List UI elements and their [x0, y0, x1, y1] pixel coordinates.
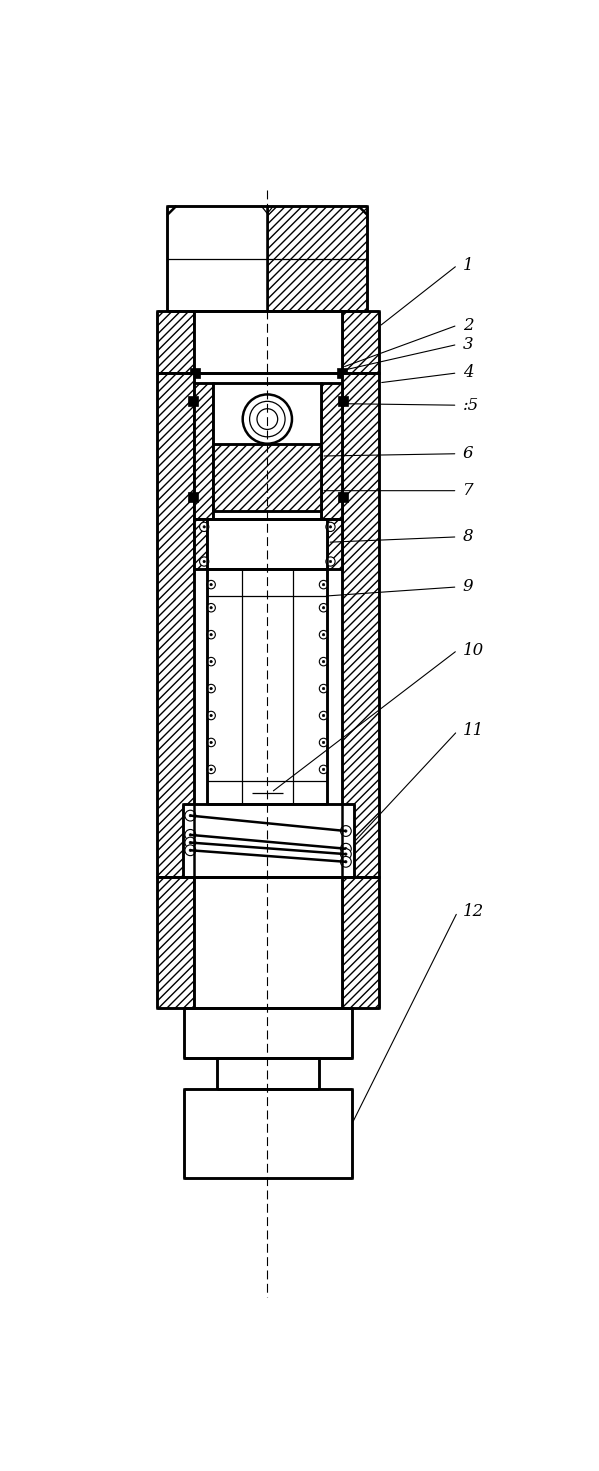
Bar — [184, 1008, 352, 1058]
Circle shape — [185, 837, 196, 847]
Bar — [157, 372, 194, 877]
Bar — [194, 382, 213, 519]
Bar — [167, 206, 267, 312]
Circle shape — [322, 660, 325, 663]
Circle shape — [185, 830, 196, 840]
Bar — [213, 382, 321, 519]
Text: 6: 6 — [463, 446, 474, 462]
Circle shape — [340, 849, 351, 859]
Circle shape — [189, 834, 192, 836]
Circle shape — [344, 861, 347, 863]
Circle shape — [340, 825, 351, 837]
Circle shape — [199, 522, 209, 531]
Bar — [213, 444, 321, 512]
Circle shape — [210, 741, 212, 744]
Circle shape — [185, 811, 196, 821]
Circle shape — [319, 738, 328, 747]
Circle shape — [210, 584, 212, 585]
Text: 11: 11 — [463, 722, 484, 740]
Bar — [337, 368, 347, 378]
Text: 9: 9 — [463, 578, 474, 596]
Circle shape — [207, 765, 216, 774]
Circle shape — [207, 603, 216, 612]
Circle shape — [207, 631, 216, 638]
Circle shape — [329, 525, 332, 528]
Bar — [188, 396, 198, 406]
Circle shape — [210, 606, 212, 609]
Circle shape — [340, 856, 351, 868]
Circle shape — [319, 603, 328, 612]
Circle shape — [207, 684, 216, 693]
Circle shape — [207, 712, 216, 719]
Circle shape — [210, 660, 212, 663]
Bar — [338, 396, 348, 406]
Circle shape — [326, 558, 335, 566]
Circle shape — [189, 841, 192, 844]
Circle shape — [329, 560, 332, 563]
Bar — [328, 519, 342, 569]
Circle shape — [319, 658, 328, 666]
Bar — [217, 1058, 319, 1089]
Text: 1: 1 — [463, 256, 474, 274]
Circle shape — [319, 631, 328, 638]
Circle shape — [344, 847, 347, 850]
Circle shape — [322, 715, 325, 716]
Bar — [207, 569, 328, 805]
Circle shape — [322, 741, 325, 744]
Text: 4: 4 — [463, 365, 474, 381]
Bar — [194, 519, 207, 569]
Bar — [183, 805, 353, 877]
Circle shape — [344, 830, 347, 833]
Circle shape — [326, 522, 335, 531]
Bar — [157, 312, 194, 372]
Circle shape — [344, 853, 347, 855]
Circle shape — [340, 843, 351, 855]
Bar — [207, 519, 328, 569]
Circle shape — [319, 581, 328, 588]
Bar — [157, 877, 194, 1008]
Circle shape — [243, 394, 292, 444]
Bar — [189, 368, 199, 378]
Circle shape — [257, 409, 278, 430]
Text: 10: 10 — [463, 641, 484, 659]
Bar — [338, 493, 348, 502]
Bar — [342, 372, 379, 877]
Bar — [321, 382, 342, 519]
Circle shape — [189, 815, 192, 816]
Circle shape — [319, 765, 328, 774]
Circle shape — [189, 849, 192, 852]
Text: 2: 2 — [463, 316, 474, 334]
Circle shape — [322, 768, 325, 771]
Circle shape — [322, 634, 325, 635]
Bar — [194, 312, 342, 372]
Bar — [267, 206, 367, 312]
Circle shape — [207, 581, 216, 588]
Circle shape — [322, 606, 325, 609]
Text: 8: 8 — [463, 528, 474, 546]
Circle shape — [203, 560, 205, 563]
Text: :5: :5 — [463, 397, 479, 413]
Circle shape — [210, 768, 212, 771]
Circle shape — [210, 715, 212, 716]
Bar — [184, 1089, 352, 1177]
Text: 7: 7 — [463, 482, 474, 499]
Circle shape — [199, 558, 209, 566]
Circle shape — [185, 844, 196, 856]
Circle shape — [319, 712, 328, 719]
Circle shape — [250, 402, 285, 437]
Circle shape — [210, 634, 212, 635]
Text: 3: 3 — [463, 335, 474, 353]
Circle shape — [207, 738, 216, 747]
Circle shape — [319, 684, 328, 693]
Circle shape — [210, 687, 212, 690]
Bar — [188, 493, 198, 502]
Bar — [342, 312, 379, 372]
Circle shape — [203, 525, 205, 528]
Circle shape — [207, 658, 216, 666]
Bar — [342, 877, 379, 1008]
Bar — [194, 877, 342, 1008]
Circle shape — [322, 687, 325, 690]
Circle shape — [322, 584, 325, 585]
Text: 12: 12 — [463, 903, 484, 921]
